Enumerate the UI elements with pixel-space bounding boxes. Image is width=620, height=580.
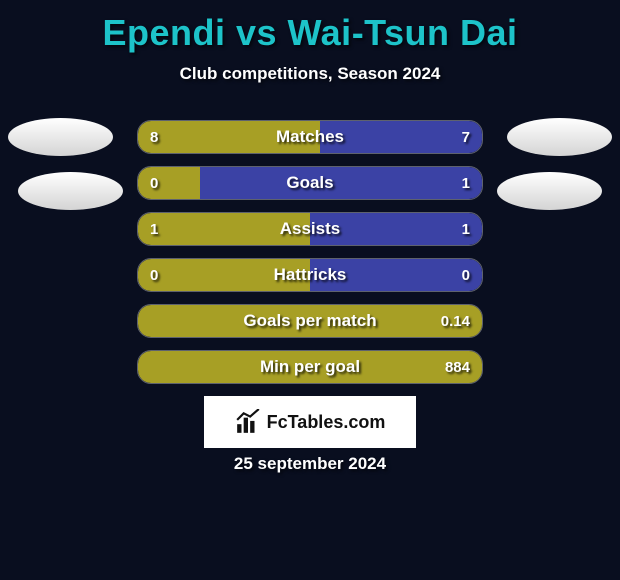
stat-bar: Goals per match0.14 [137, 304, 483, 338]
player-left-oval-2 [18, 172, 123, 210]
brand-text: FcTables.com [267, 412, 386, 433]
stat-bar-left-fill [138, 259, 310, 291]
stat-bar-left-fill [138, 167, 200, 199]
stat-bar-right-fill [200, 167, 482, 199]
stat-bar-left-fill [138, 351, 482, 383]
stat-bar-right-fill [310, 259, 482, 291]
player-right-oval-2 [497, 172, 602, 210]
stat-bar: Goals01 [137, 166, 483, 200]
stat-bar: Assists11 [137, 212, 483, 246]
stat-bar-left-fill [138, 213, 310, 245]
brand-box: FcTables.com [204, 396, 416, 448]
stat-bar-right-fill [310, 213, 482, 245]
page-title: Ependi vs Wai-Tsun Dai [0, 0, 620, 54]
stat-bar-left-fill [138, 305, 482, 337]
stat-bar: Hattricks00 [137, 258, 483, 292]
stat-bar-left-fill [138, 121, 320, 153]
player-left-oval-1 [8, 118, 113, 156]
date-text: 25 september 2024 [0, 454, 620, 474]
stat-bar: Min per goal884 [137, 350, 483, 384]
subtitle: Club competitions, Season 2024 [0, 64, 620, 84]
player-right-oval-1 [507, 118, 612, 156]
stat-bars-container: Matches87 Goals01 Assists11 Hattricks00 Goal… [137, 120, 483, 396]
chart-icon [235, 409, 261, 435]
stat-bar: Matches87 [137, 120, 483, 154]
stat-bar-right-fill [320, 121, 482, 153]
